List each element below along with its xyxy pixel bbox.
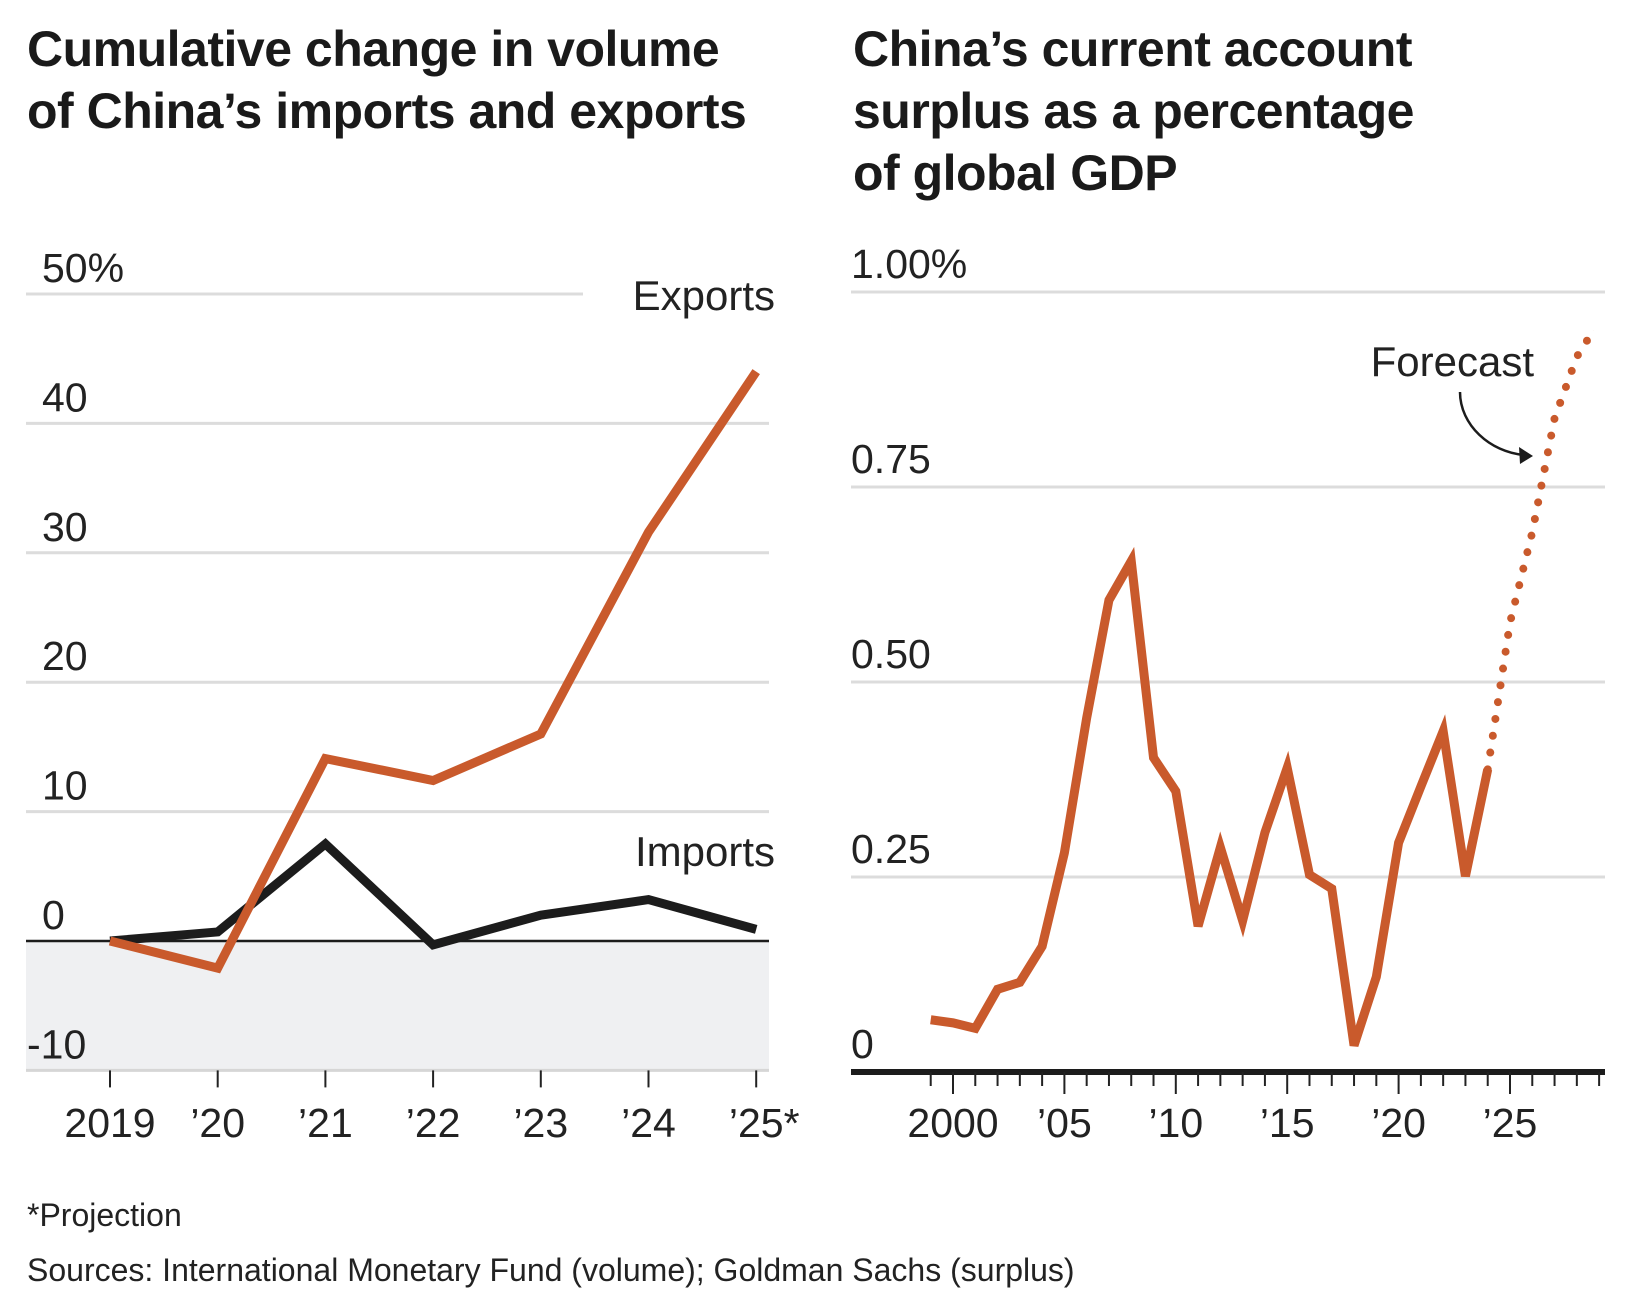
imports-series-label: Imports <box>635 828 775 875</box>
y-tick-label: 10 <box>42 763 88 809</box>
y-tick-label: 1.00% <box>851 241 967 287</box>
y-tick-label: 0 <box>851 1021 874 1067</box>
forecast-dotted-line <box>1483 326 1598 774</box>
y-tick-label: 0.75 <box>851 436 931 482</box>
y-tick-label: 30 <box>42 504 88 550</box>
footnote-projection: *Projection <box>27 1197 182 1233</box>
right-chart-title-line-1: China’s current account <box>853 21 1413 77</box>
x-tick-label: ’15 <box>1260 1100 1315 1146</box>
footnote-sources: Sources: International Monetary Fund (vo… <box>27 1252 1075 1288</box>
x-tick-label: ’20 <box>190 1100 245 1146</box>
exports-series-label: Exports <box>633 272 775 319</box>
forecast-annotation: Forecast <box>1371 338 1535 385</box>
x-tick-label: 2000 <box>907 1100 998 1146</box>
right-chart: 1.00% 0.75 0.50 0.25 0 2000 ’05 ’10 ’15 ’20 ’25 <box>851 241 1605 1146</box>
x-tick-label: ’21 <box>298 1100 353 1146</box>
x-tick-label: 2019 <box>64 1100 155 1146</box>
left-chart: 50% 40 30 20 10 0 -10 2019 ’20 ’21 ’22 ’23 ’24 ’25* <box>26 245 800 1146</box>
x-tick-label: ’23 <box>513 1100 568 1146</box>
y-tick-label: 0.25 <box>851 826 931 872</box>
x-tick-label: ’24 <box>621 1100 676 1146</box>
x-tick-label: ’20 <box>1371 1100 1426 1146</box>
exports-series-line <box>108 369 760 974</box>
x-tick-label: ’22 <box>406 1100 461 1146</box>
y-tick-label: 20 <box>42 633 88 679</box>
x-tick-label: ’10 <box>1148 1100 1203 1146</box>
x-tick-label: ’25* <box>729 1100 800 1146</box>
x-tick-label: ’05 <box>1037 1100 1092 1146</box>
forecast-arrow-icon <box>1458 391 1533 464</box>
y-tick-label: 50% <box>42 245 124 291</box>
left-chart-title-line-1: Cumulative change in volume <box>27 21 719 77</box>
negative-area-shading <box>26 941 769 1071</box>
right-chart-title-line-3: of global GDP <box>853 145 1177 201</box>
left-chart-title-line-2: of China’s imports and exports <box>27 83 746 139</box>
y-tick-label: 0.50 <box>851 631 931 677</box>
right-chart-title-line-2: surplus as a percentage <box>853 83 1414 139</box>
y-tick-label: 0 <box>42 892 65 938</box>
y-tick-label: -10 <box>27 1021 86 1067</box>
y-tick-label: 40 <box>42 374 88 420</box>
x-tick-label: ’25 <box>1483 1100 1538 1146</box>
surplus-series-line <box>930 546 1493 1047</box>
